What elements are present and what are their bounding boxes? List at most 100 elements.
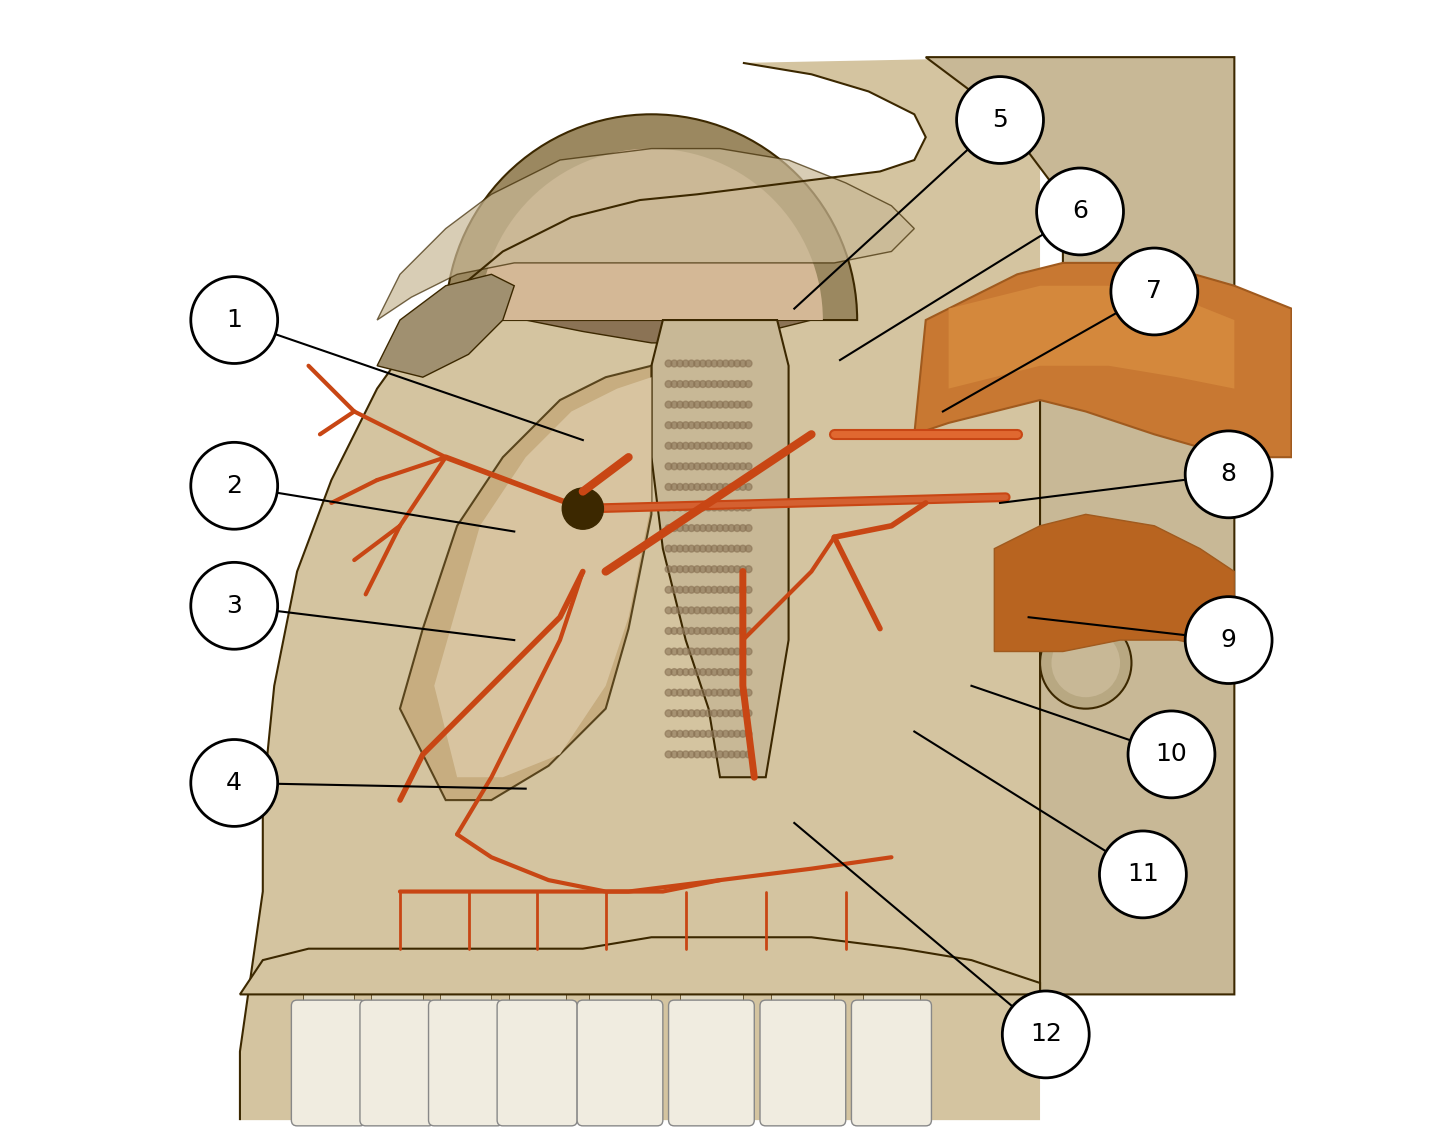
Circle shape [734,545,740,552]
Circle shape [734,401,740,408]
Circle shape [688,689,696,696]
Circle shape [683,730,690,737]
Circle shape [562,488,603,529]
Circle shape [711,463,717,470]
Circle shape [739,360,746,367]
Text: 6: 6 [1071,200,1089,223]
Circle shape [729,463,734,470]
Circle shape [734,751,740,758]
Circle shape [729,689,734,696]
Circle shape [665,463,672,470]
Circle shape [677,504,684,511]
Circle shape [677,648,684,655]
Circle shape [665,422,672,429]
Circle shape [1002,991,1089,1078]
Circle shape [665,607,672,614]
Circle shape [677,607,684,614]
Circle shape [711,669,717,676]
Circle shape [677,710,684,717]
Circle shape [717,525,723,531]
Circle shape [665,710,672,717]
Circle shape [700,442,706,449]
Circle shape [671,360,678,367]
Circle shape [711,442,717,449]
Circle shape [744,710,752,717]
Circle shape [665,401,672,408]
Circle shape [683,525,690,531]
Circle shape [683,566,690,573]
Circle shape [706,730,711,737]
Circle shape [700,751,706,758]
Circle shape [671,525,678,531]
Circle shape [706,504,711,511]
Circle shape [734,463,740,470]
Circle shape [683,381,690,387]
Polygon shape [863,960,920,1006]
Polygon shape [377,274,514,377]
Circle shape [683,586,690,593]
Circle shape [723,401,729,408]
Circle shape [688,381,696,387]
Circle shape [677,751,684,758]
Circle shape [688,422,696,429]
Circle shape [739,545,746,552]
Polygon shape [377,149,914,320]
FancyBboxPatch shape [760,1000,845,1126]
Circle shape [711,586,717,593]
Circle shape [739,710,746,717]
Circle shape [665,628,672,634]
Circle shape [744,442,752,449]
Circle shape [677,463,684,470]
Circle shape [671,607,678,614]
Circle shape [706,401,711,408]
Circle shape [723,381,729,387]
Circle shape [723,669,729,676]
Circle shape [700,381,706,387]
Circle shape [729,710,734,717]
Circle shape [665,730,672,737]
Circle shape [717,401,723,408]
Circle shape [700,669,706,676]
Polygon shape [589,960,651,1006]
Circle shape [706,648,711,655]
Circle shape [694,360,701,367]
Circle shape [1185,431,1272,518]
Circle shape [683,422,690,429]
Polygon shape [302,960,354,1006]
Circle shape [688,586,696,593]
Circle shape [677,360,684,367]
Circle shape [729,545,734,552]
Circle shape [711,607,717,614]
Circle shape [700,710,706,717]
Circle shape [706,483,711,490]
Circle shape [1100,831,1187,918]
Circle shape [711,525,717,531]
Circle shape [706,360,711,367]
Circle shape [688,360,696,367]
FancyBboxPatch shape [360,1000,435,1126]
Circle shape [717,751,723,758]
Circle shape [671,751,678,758]
Circle shape [694,381,701,387]
Circle shape [734,525,740,531]
Circle shape [739,689,746,696]
Circle shape [744,525,752,531]
Circle shape [729,483,734,490]
Circle shape [700,401,706,408]
Circle shape [677,628,684,634]
Circle shape [688,628,696,634]
Text: 1: 1 [226,309,242,331]
Circle shape [665,483,672,490]
Circle shape [723,442,729,449]
Circle shape [717,586,723,593]
Circle shape [688,545,696,552]
Circle shape [717,360,723,367]
Circle shape [717,689,723,696]
Circle shape [700,566,706,573]
Polygon shape [914,263,1292,457]
Circle shape [723,628,729,634]
Circle shape [677,689,684,696]
Text: 11: 11 [1128,863,1159,886]
Circle shape [700,586,706,593]
Circle shape [694,483,701,490]
